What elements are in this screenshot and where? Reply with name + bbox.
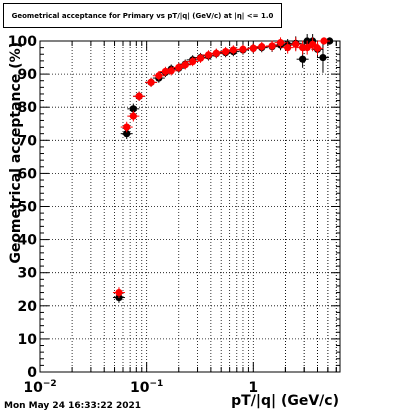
y-tick-label: 80 — [18, 100, 38, 116]
y-tick-label: 20 — [18, 299, 38, 315]
y-tick-labels: 0 10 20 30 40 50 60 70 80 90 100 — [8, 34, 37, 381]
data-point — [181, 61, 189, 69]
data-point — [292, 40, 300, 48]
y-tick-label: 100 — [8, 34, 37, 50]
series-1 — [112, 37, 330, 298]
data-point — [135, 92, 143, 100]
data-point — [299, 55, 307, 63]
data-point — [115, 288, 123, 297]
data-point — [229, 46, 237, 54]
chart-title: Geometrical acceptance for Primary vs pT… — [11, 11, 274, 20]
x-axis-title: pT/|q| (GeV/c) — [231, 393, 339, 409]
y-tick-label: 60 — [18, 166, 38, 182]
y-tick-label: 0 — [27, 365, 37, 381]
y-tick-label: 90 — [18, 67, 38, 83]
y-tick-label: 30 — [18, 266, 38, 282]
data-point — [123, 123, 131, 131]
data-point — [147, 78, 155, 86]
y-tick-label: 40 — [18, 233, 38, 249]
data-point — [175, 63, 183, 72]
data-point — [309, 40, 317, 48]
data-point — [212, 49, 220, 57]
chart-title-box: Geometrical acceptance for Primary vs pT… — [3, 3, 282, 28]
data-point — [313, 44, 322, 52]
data-point — [129, 112, 137, 120]
y-tick-label: 10 — [18, 332, 38, 348]
data-point — [320, 37, 328, 45]
data-point — [204, 51, 213, 59]
x-tick-label: 10−2 — [23, 379, 56, 396]
footer-date: Mon May 24 16:33:22 2021 — [4, 401, 142, 411]
y-tick-label: 70 — [18, 133, 38, 149]
data-point — [189, 57, 197, 66]
data-point — [222, 47, 230, 56]
data-points — [112, 34, 336, 303]
data-point — [284, 44, 292, 52]
data-point — [167, 67, 175, 75]
x-tick-label: 10−1 — [130, 379, 163, 396]
data-point — [161, 67, 170, 76]
data-point — [268, 42, 276, 50]
x-tick-label: 1 — [248, 380, 258, 396]
data-point — [129, 105, 137, 113]
y-tick-label: 50 — [18, 200, 38, 216]
data-point — [239, 45, 247, 53]
data-point — [303, 44, 311, 52]
data-point — [123, 130, 131, 138]
grid-lines — [40, 41, 340, 372]
x-tick-labels: 10−2 10−1 1 — [23, 379, 258, 396]
data-point — [258, 43, 266, 51]
data-point — [155, 72, 163, 80]
y-axis-title: Geometrical acceptance (%) — [8, 42, 24, 264]
data-point — [196, 54, 205, 62]
data-point — [276, 39, 285, 47]
data-point — [319, 53, 327, 62]
data-point — [249, 44, 257, 52]
